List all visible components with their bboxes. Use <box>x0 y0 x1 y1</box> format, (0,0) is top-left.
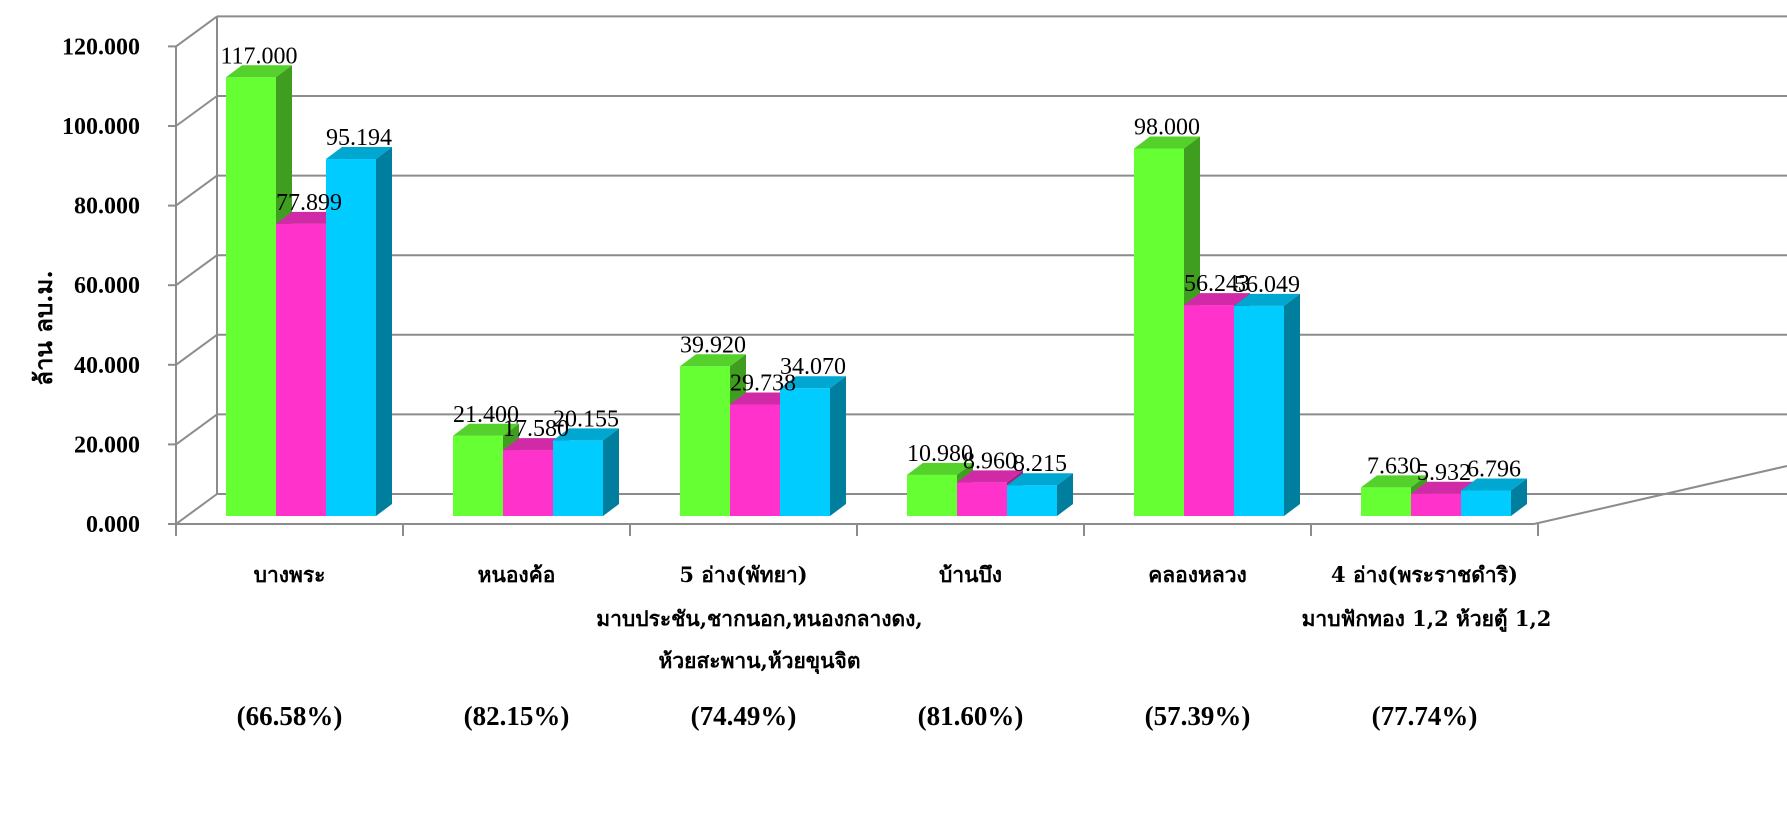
axes: 0.000 20.000 40.000 60.000 80.000 100.000 120.… <box>62 16 1787 538</box>
bar-side <box>830 376 846 516</box>
data-label: 8.960 <box>963 448 1017 474</box>
category-label: บ้านบึง <box>939 562 1002 587</box>
gridline-side <box>175 333 218 366</box>
bar <box>780 388 830 516</box>
category-sublabel: ห้วยสะพาน,ห้วยขุนจิต <box>659 648 861 675</box>
category-label: คลองหลวง <box>1148 562 1247 587</box>
gridline-side <box>175 15 218 48</box>
data-label: 21.400 <box>453 402 519 428</box>
bar <box>1461 490 1511 516</box>
bar-top <box>503 438 569 451</box>
bar-top <box>453 423 519 436</box>
bar-top <box>680 354 746 367</box>
bar-top <box>1461 478 1527 491</box>
data-label: 5.932 <box>1417 460 1471 486</box>
bar-top <box>780 376 846 389</box>
y-tick-label: 40.000 <box>74 353 140 379</box>
y-tick-label: 80.000 <box>74 194 140 220</box>
category-sublabel: มาบประชัน,ชากนอก,หนองกลางดง, <box>596 606 922 631</box>
gridline-side <box>175 413 218 446</box>
data-label: 34.070 <box>780 354 846 380</box>
bar <box>326 159 376 516</box>
bar <box>907 474 957 516</box>
floor-edge <box>1533 465 1787 525</box>
data-label: 6.796 <box>1467 457 1521 483</box>
y-tick-label: 60.000 <box>74 273 140 299</box>
gridline-side <box>175 493 218 525</box>
data-label: 7.630 <box>1367 453 1421 479</box>
bar <box>730 404 780 516</box>
bar-top <box>1234 293 1300 306</box>
bar-side <box>1057 473 1073 516</box>
y-tick-label: 20.000 <box>74 432 140 458</box>
bar <box>553 440 603 516</box>
bar <box>1007 485 1057 516</box>
category-percent: (81.60%) <box>918 701 1024 731</box>
bar-top <box>1184 293 1250 306</box>
data-label: 56.049 <box>1234 272 1300 298</box>
y-axis-label: ล้าน ลบ.ม. <box>29 270 58 385</box>
data-label: 20.155 <box>553 406 619 432</box>
bar <box>680 366 730 516</box>
y-tick-label: 0.000 <box>86 512 140 538</box>
bar <box>1411 493 1461 516</box>
category-sublabel: มาบฟักทอง 1,2 ห้วยตู้ 1,2 <box>1302 606 1552 633</box>
bars <box>226 65 1527 516</box>
gridline-side <box>175 95 218 127</box>
category-percent: (82.15%) <box>464 701 570 731</box>
category-label: หนองค้อ <box>478 562 556 587</box>
bar-top <box>730 392 796 405</box>
data-label: 29.738 <box>730 370 796 396</box>
y-tick-label: 100.000 <box>62 114 140 140</box>
category-labels: บางพระ (66.58%) หนองค้อ (82.15%) 5 อ่าง(พัทย… <box>237 562 1552 731</box>
bar-top <box>1411 481 1477 494</box>
data-label: 39.920 <box>680 332 746 358</box>
category-label: บางพระ <box>254 562 326 587</box>
category-label: 5 อ่าง(พัทยา) <box>679 562 807 587</box>
bar <box>503 450 553 516</box>
bar-top <box>907 462 973 475</box>
bar <box>957 482 1007 516</box>
data-label: 98.000 <box>1134 115 1200 141</box>
bar-top <box>553 428 619 441</box>
bar <box>276 223 326 516</box>
data-label: 17.580 <box>503 416 569 442</box>
bar-side <box>1511 478 1527 516</box>
bar-top <box>226 65 292 78</box>
data-label: 95.194 <box>326 125 392 151</box>
bar <box>226 77 276 516</box>
category-percent: (66.58%) <box>237 701 343 731</box>
category-label: 4 อ่าง(พระราชดำริ) <box>1331 562 1518 587</box>
bar <box>1234 305 1284 516</box>
bar-top <box>326 147 392 160</box>
bar-top <box>957 470 1023 483</box>
bar-top <box>1134 136 1200 149</box>
bar <box>1184 305 1234 516</box>
y-tick-label: 120.000 <box>62 34 140 60</box>
bar <box>1134 148 1184 516</box>
bar-top <box>1007 473 1073 486</box>
bar-side <box>1284 293 1300 516</box>
data-label: 117.000 <box>220 43 297 69</box>
bar-side <box>603 428 619 516</box>
bar <box>1361 487 1411 516</box>
bar-top <box>276 211 342 224</box>
data-label: 8.215 <box>1013 451 1067 477</box>
category-percent: (77.74%) <box>1372 701 1478 731</box>
data-label: 56.243 <box>1184 271 1250 297</box>
data-label: 10.980 <box>907 441 973 467</box>
category-percent: (74.49%) <box>691 701 797 731</box>
bar <box>453 435 503 516</box>
category-percent: (57.39%) <box>1145 701 1251 731</box>
gridline-side <box>175 254 218 287</box>
bar-side <box>376 147 392 516</box>
data-label: 77.899 <box>276 190 342 216</box>
gridline-side <box>175 174 218 207</box>
bar-top <box>1361 475 1427 488</box>
gridlines <box>175 15 1787 525</box>
